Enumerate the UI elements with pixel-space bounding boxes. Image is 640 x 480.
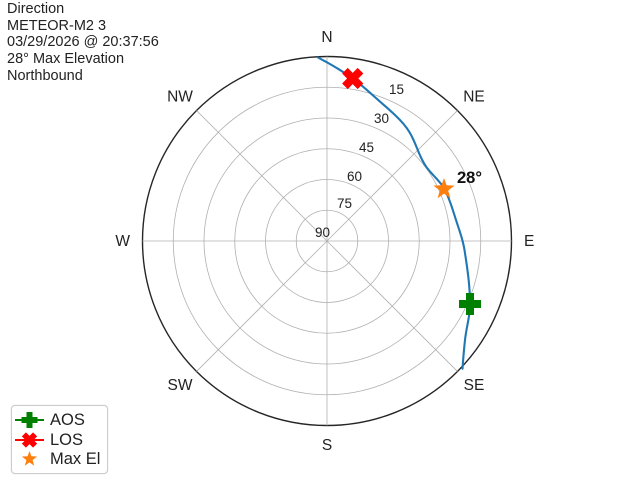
svg-text:LOS: LOS: [50, 431, 83, 449]
svg-text:Max El: Max El: [50, 450, 100, 468]
svg-text:AOS: AOS: [50, 411, 85, 429]
svg-text:15: 15: [389, 82, 404, 97]
svg-text:E: E: [524, 233, 534, 250]
svg-text:NE: NE: [463, 89, 485, 106]
svg-text:75: 75: [337, 196, 352, 211]
svg-text:NW: NW: [167, 89, 193, 106]
svg-text:90: 90: [315, 225, 330, 240]
svg-text:S: S: [322, 437, 332, 454]
svg-text:28°: 28°: [457, 169, 482, 187]
svg-text:SW: SW: [168, 377, 193, 394]
svg-text:W: W: [115, 233, 130, 250]
svg-text:60: 60: [347, 169, 362, 184]
svg-text:SE: SE: [464, 377, 485, 394]
svg-text:45: 45: [359, 140, 374, 155]
svg-text:30: 30: [374, 111, 389, 126]
svg-text:N: N: [321, 29, 332, 46]
